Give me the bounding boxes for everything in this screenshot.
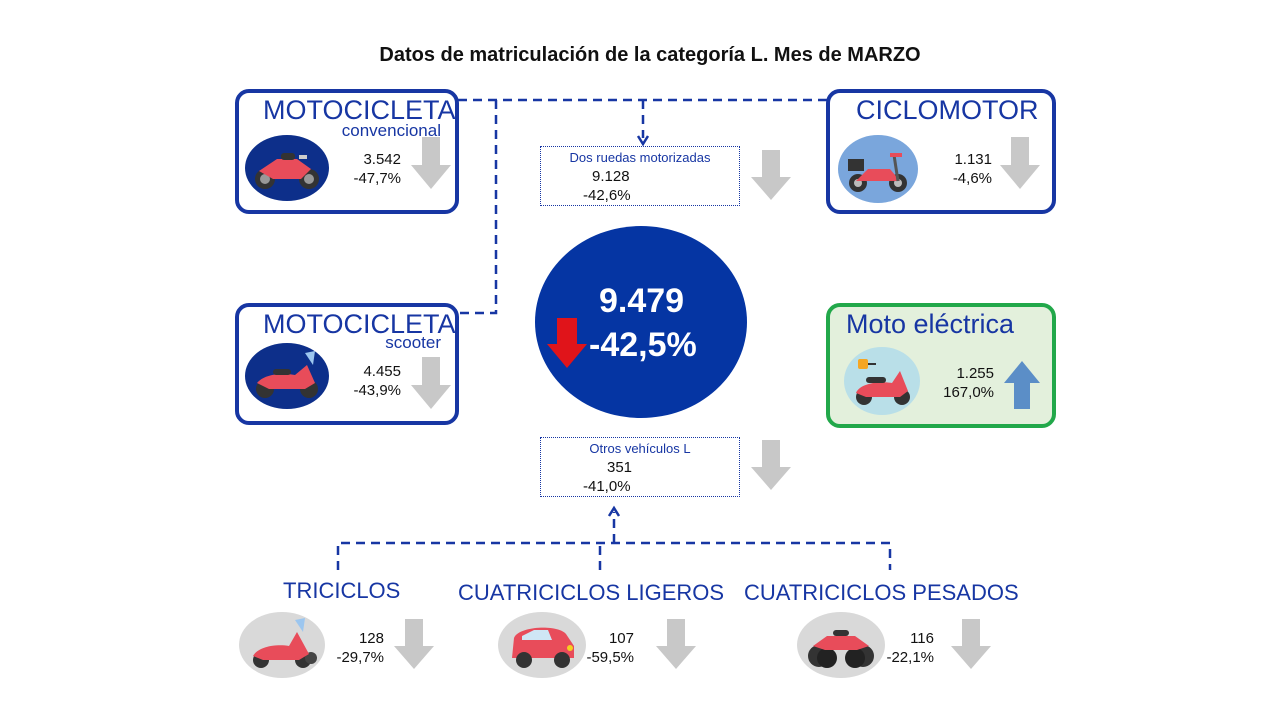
motocicleta-scooter-card: MOTOCICLETA scooter 4.455 -43,9% <box>235 303 459 425</box>
electric-scooter-icon <box>844 347 920 415</box>
sport-motorcycle-icon <box>245 135 329 201</box>
triciclos-change: -29,7% <box>336 649 384 666</box>
cuatriciclos-ligeros-value: 107 <box>608 630 634 647</box>
red-down-arrow-icon <box>547 318 587 368</box>
total-circle: 9.479 -42,5% <box>535 226 747 418</box>
arrowhead-up <box>607 505 621 517</box>
cuatriciclos-pesados-value: 116 <box>910 630 934 647</box>
down-arrow-icon <box>951 619 991 669</box>
card-title: MOTOCICLETA <box>263 95 456 125</box>
down-arrow-icon <box>751 440 791 490</box>
connector-bottom <box>336 541 892 570</box>
dos-ruedas-change: -42,6% <box>583 187 631 204</box>
card-subtitle: convencional <box>341 121 441 140</box>
ciclomotor-card: CICLOMOTOR 1.131 -4,6% <box>826 89 1056 214</box>
dos-ruedas-value: 9.128 <box>592 168 630 185</box>
card-subtitle: scooter <box>385 333 441 352</box>
otros-vehiculos-box: Otros vehículos L 351 -41,0% <box>540 437 740 497</box>
otros-vehiculos-value: 351 <box>607 459 633 476</box>
card-title: CICLOMOTOR <box>856 95 1039 125</box>
card-title: Moto eléctrica <box>846 309 1015 339</box>
up-arrow-icon <box>1004 361 1040 409</box>
cuatriciclos-ligeros-title: CUATRICICLOS LIGEROS <box>458 580 725 605</box>
otros-vehiculos-change: -41,0% <box>583 478 631 495</box>
down-arrow-icon <box>411 357 451 409</box>
value: 1.131 <box>954 151 992 168</box>
microcar-icon <box>498 612 586 678</box>
down-arrow-icon <box>656 619 696 669</box>
down-arrow-icon <box>751 150 791 200</box>
change: 167,0% <box>943 384 994 401</box>
dos-ruedas-label: Dos ruedas motorizadas <box>569 150 711 165</box>
triciclos-title: TRICICLOS <box>283 578 401 603</box>
motocicleta-convencional-card: MOTOCICLETA convencional 3.542 -47,7% <box>235 89 459 214</box>
triciclos-value: 128 <box>358 630 384 647</box>
card-title: MOTOCICLETA <box>263 309 456 339</box>
total-value: 9.479 <box>599 282 685 320</box>
cuatriciclos-ligeros-change: -59,5% <box>586 649 634 666</box>
connector-left <box>458 100 498 315</box>
page-title: Datos de matriculación de la categoría L… <box>379 44 921 66</box>
moped-icon <box>838 135 918 203</box>
cuatriciclos-pesados-change: -22,1% <box>886 649 934 666</box>
down-arrow-icon <box>394 619 434 669</box>
moto-electrica-card: Moto eléctrica 1.255 167,0% <box>826 303 1056 428</box>
scooter-icon <box>245 343 329 409</box>
value: 3.542 <box>363 151 401 168</box>
down-arrow-icon <box>411 137 451 189</box>
tricycle-scooter-icon <box>239 612 325 678</box>
total-change: -42,5% <box>589 326 697 364</box>
otros-vehiculos-label: Otros vehículos L <box>589 441 691 456</box>
change: -43,9% <box>353 382 401 399</box>
cuatriciclos-pesados-title: CUATRICICLOS PESADOS <box>744 580 1019 605</box>
value: 4.455 <box>363 363 401 380</box>
change: -4,6% <box>952 170 992 187</box>
arrowhead-down <box>636 135 650 147</box>
value: 1.255 <box>956 365 994 382</box>
dos-ruedas-box: Dos ruedas motorizadas 9.128 -42,6% <box>540 146 740 206</box>
down-arrow-icon <box>1000 137 1040 189</box>
change: -47,7% <box>353 170 401 187</box>
quad-bike-icon <box>797 612 885 678</box>
